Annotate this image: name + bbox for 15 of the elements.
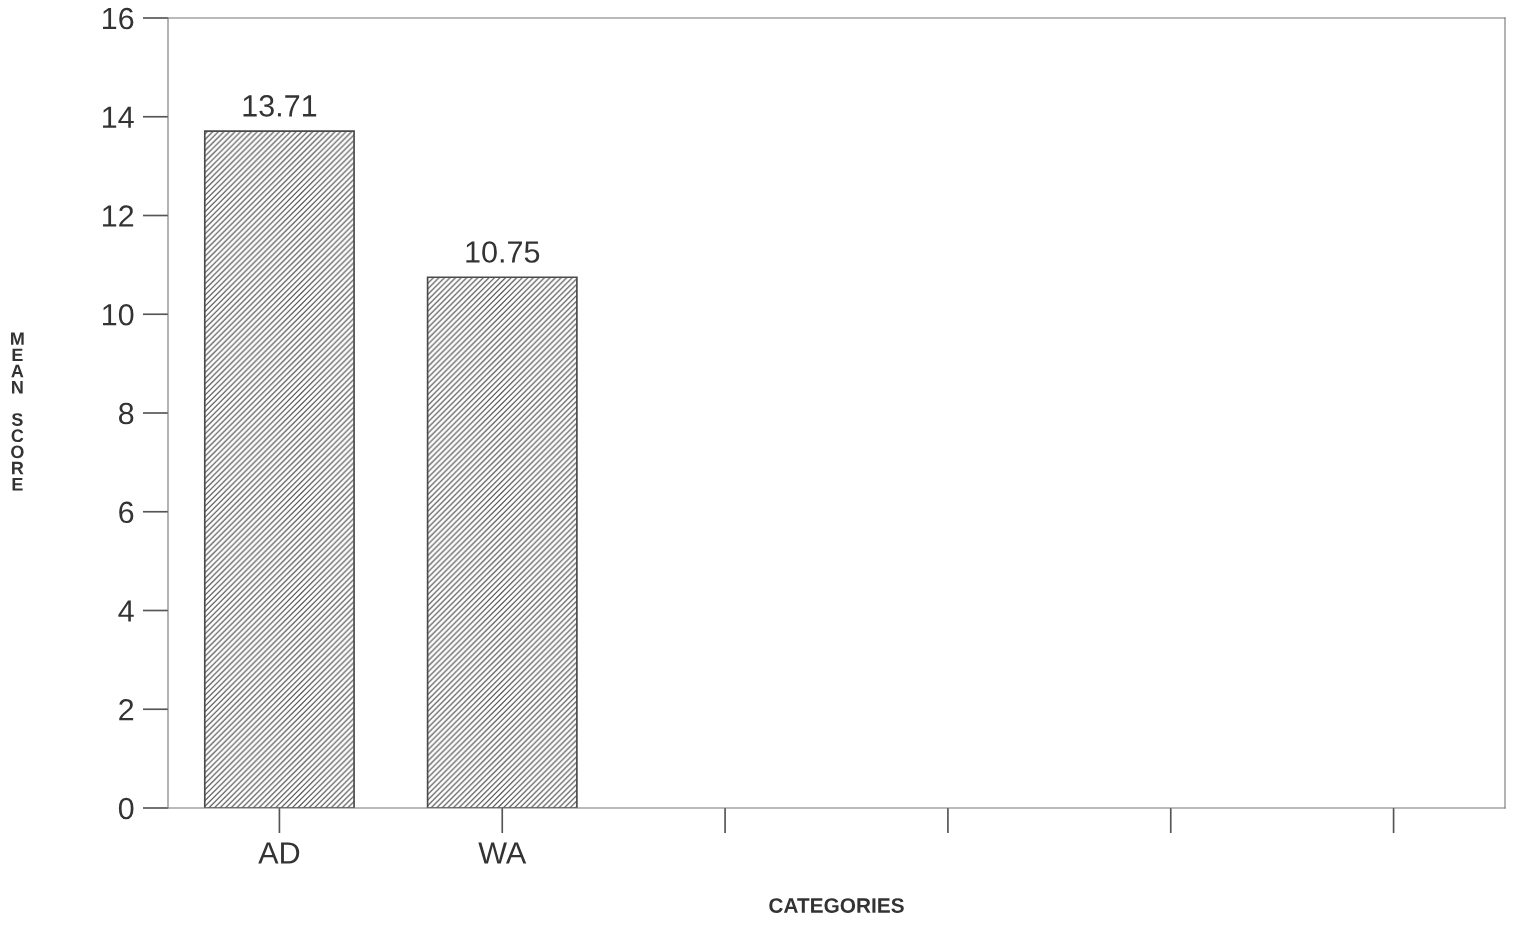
y-tick-label: 0 — [118, 797, 134, 820]
x-tick-label: AD — [258, 842, 300, 864]
y-tick-label: 16 — [103, 7, 134, 30]
y-tick-label: 4 — [118, 600, 134, 622]
y-tick-label: 6 — [119, 501, 134, 524]
data-label: 10.75 — [466, 241, 540, 263]
x-tick-label: WA — [478, 842, 527, 864]
y-tick-label: 2 — [119, 698, 134, 721]
text: MEAN SCORE — [11, 332, 24, 491]
y-tick-label: 14 — [103, 106, 134, 128]
x-axis-title: CATEGORIES — [769, 898, 904, 913]
y-tick-label: 12 — [103, 205, 134, 227]
data-label: 13.71 — [243, 95, 317, 117]
y-tick-label: 8 — [119, 402, 134, 425]
y-tick-label: 10 — [103, 303, 134, 326]
